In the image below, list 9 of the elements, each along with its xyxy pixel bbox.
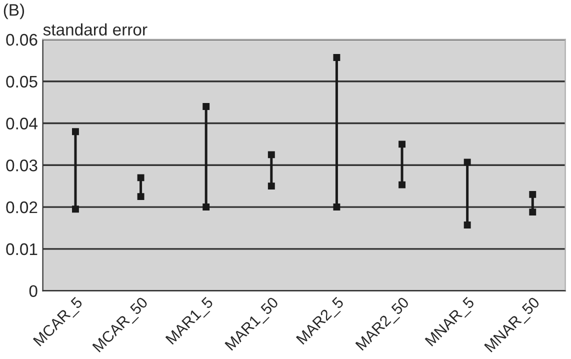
y-axis-title: standard error <box>43 23 148 36</box>
y-tick-label: 0.05 <box>6 76 38 88</box>
y-tick-label: 0.02 <box>6 201 38 214</box>
y-tick-label: 0.06 <box>6 34 38 46</box>
y-tick-label: 0 <box>29 285 38 297</box>
y-tick-label: 0.03 <box>6 160 38 172</box>
y-tick-label: 0.04 <box>6 118 38 130</box>
chart-title: (B) <box>4 4 24 20</box>
y-tick-label: 0.01 <box>6 243 38 256</box>
